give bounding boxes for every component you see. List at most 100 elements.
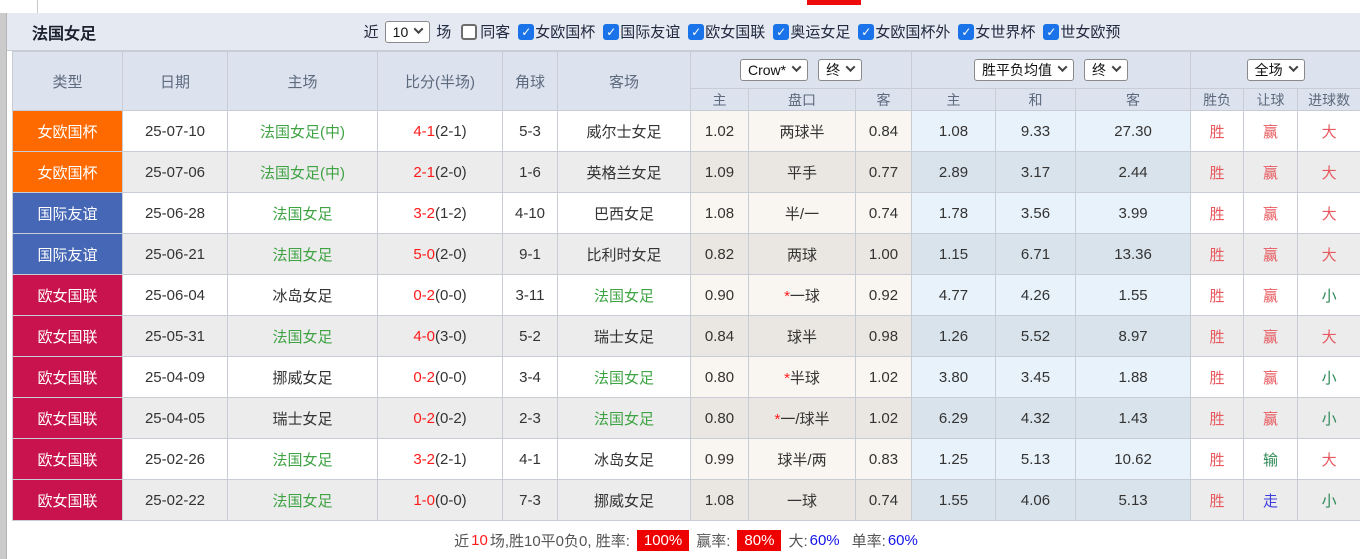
handicap-star: * bbox=[774, 410, 781, 428]
competition-filter[interactable]: ✓ 欧女国联 bbox=[680, 21, 765, 42]
avg-type-select[interactable]: 胜平负均值 bbox=[974, 59, 1075, 81]
halftime-score: (2-1) bbox=[435, 450, 467, 468]
chevron-down-icon bbox=[1288, 62, 1299, 73]
filter-controls: 近 10 场 同客 ✓ 女欧国杯 ✓ 国际友谊 ✓ 欧女国联 ✓ 奥运女足 ✓ 女欧国杯外 ✓ 女世界… bbox=[364, 20, 1120, 43]
handicap-odds-home: 0.90 bbox=[690, 274, 749, 316]
match-date: 25-07-10 bbox=[122, 110, 228, 152]
score-cell: 3-2(2-1) bbox=[377, 438, 503, 480]
recent-count-select[interactable]: 10 bbox=[384, 20, 431, 43]
handicap-odds-away: 1.02 bbox=[854, 356, 913, 398]
avg-stage-select[interactable]: 终 bbox=[1084, 59, 1129, 81]
home-team[interactable]: 法国女足(中) bbox=[227, 110, 378, 152]
competition-filter[interactable]: ✓ 国际友谊 bbox=[595, 21, 680, 42]
competition-filter[interactable]: ✓ 奥运女足 bbox=[765, 21, 850, 42]
home-team[interactable]: 法国女足 bbox=[227, 192, 378, 234]
handicap-line: 球半 bbox=[748, 315, 856, 357]
away-team[interactable]: 法国女足 bbox=[557, 274, 691, 316]
away-team[interactable]: 英格兰女足 bbox=[557, 151, 691, 193]
match-date: 25-06-21 bbox=[122, 233, 228, 275]
away-team[interactable]: 法国女足 bbox=[557, 397, 691, 439]
away-team[interactable]: 巴西女足 bbox=[557, 192, 691, 234]
handicap-text: 半球 bbox=[789, 369, 820, 387]
home-team[interactable]: 挪威女足 bbox=[227, 356, 378, 398]
score-cell: 4-1(2-1) bbox=[377, 110, 503, 152]
checkbox-icon[interactable]: ✓ bbox=[1043, 23, 1060, 40]
competition-filter-group: ✓ 女欧国杯 ✓ 国际友谊 ✓ 欧女国联 ✓ 奥运女足 ✓ 女欧国杯外 ✓ 女世界杯 ✓ 世女欧预 bbox=[510, 21, 1120, 42]
sub-header-result: 胜负 bbox=[1190, 88, 1245, 111]
odds-company-select[interactable]: Crow* bbox=[739, 59, 809, 81]
handicap-odds-home: 1.08 bbox=[690, 479, 749, 521]
avg-odds-draw: 3.45 bbox=[995, 356, 1077, 398]
match-type-badge: 国际友谊 bbox=[12, 192, 123, 234]
fulltime-score: 0-2 bbox=[413, 286, 435, 304]
away-team[interactable]: 冰岛女足 bbox=[557, 438, 691, 480]
away-team[interactable]: 挪威女足 bbox=[557, 479, 691, 521]
sub-header-odds-home: 主 bbox=[690, 88, 749, 111]
checkbox-icon[interactable]: ✓ bbox=[858, 23, 875, 40]
corners: 1-6 bbox=[502, 151, 558, 193]
handicap-line: 平手 bbox=[748, 151, 856, 193]
sub-header-handicap: 盘口 bbox=[748, 88, 856, 111]
match-type-badge: 欧女国联 bbox=[12, 356, 123, 398]
handicap-odds-home: 1.02 bbox=[690, 110, 749, 152]
home-team[interactable]: 法国女足 bbox=[227, 315, 378, 357]
competition-filter[interactable]: ✓ 女欧国杯外 bbox=[850, 21, 950, 42]
match-type-badge: 女欧国杯 bbox=[12, 151, 123, 193]
halftime-score: (0-2) bbox=[435, 409, 467, 427]
handicap-odds-home: 0.80 bbox=[690, 397, 749, 439]
avg-odds-home: 1.15 bbox=[911, 233, 997, 275]
odds-stage-select[interactable]: 终 bbox=[818, 59, 863, 81]
match-date: 25-02-22 bbox=[122, 479, 228, 521]
competition-filter[interactable]: ✓ 世女欧预 bbox=[1035, 21, 1120, 42]
checkbox-icon[interactable]: ✓ bbox=[518, 23, 535, 40]
match-type-badge: 国际友谊 bbox=[12, 233, 123, 275]
handicap-result-flag: 赢 bbox=[1243, 110, 1299, 152]
table-row: 国际友谊 25-06-21 法国女足 5-0(2-0) 9-1 比利时女足 0.… bbox=[12, 233, 1360, 275]
chevron-down-icon bbox=[1111, 62, 1122, 73]
handicap-text: 半/一 bbox=[784, 205, 820, 223]
col-header-home: 主场 bbox=[227, 51, 378, 111]
handicap-rate-badge: 80% bbox=[737, 529, 782, 551]
away-team[interactable]: 法国女足 bbox=[557, 356, 691, 398]
top-white-band bbox=[0, 0, 1360, 13]
home-team[interactable]: 冰岛女足 bbox=[227, 274, 378, 316]
score-cell: 4-0(3-0) bbox=[377, 315, 503, 357]
home-team[interactable]: 法国女足 bbox=[227, 438, 378, 480]
handicap-odds-away: 0.83 bbox=[854, 438, 913, 480]
away-team[interactable]: 比利时女足 bbox=[557, 233, 691, 275]
away-team[interactable]: 威尔士女足 bbox=[557, 110, 691, 152]
checkbox-icon[interactable]: ✓ bbox=[773, 23, 790, 40]
col-header-away: 客场 bbox=[557, 51, 691, 111]
away-team[interactable]: 瑞士女足 bbox=[557, 315, 691, 357]
home-team[interactable]: 法国女足 bbox=[227, 479, 378, 521]
checkbox-icon[interactable]: ✓ bbox=[603, 23, 620, 40]
chevron-down-icon bbox=[791, 62, 802, 73]
handicap-rate-label: 赢率: bbox=[696, 532, 731, 550]
avg-odds-draw: 4.06 bbox=[995, 479, 1077, 521]
home-team[interactable]: 法国女足(中) bbox=[227, 151, 378, 193]
corners: 4-10 bbox=[502, 192, 558, 234]
home-team[interactable]: 法国女足 bbox=[227, 233, 378, 275]
summary-bar: 近 10 场,胜10平0负0, 胜率: 100% 赢率: 80% 大: 60% 单率:… bbox=[12, 521, 1360, 559]
result-flag: 胜 bbox=[1190, 192, 1245, 234]
avg-odds-home: 1.26 bbox=[911, 315, 997, 357]
corners: 3-11 bbox=[502, 274, 558, 316]
checkbox-icon[interactable]: ✓ bbox=[958, 23, 975, 40]
summary-record: 场,胜10平0负0, 胜率: bbox=[489, 532, 630, 550]
checkbox-icon[interactable]: ✓ bbox=[688, 23, 705, 40]
result-flag: 胜 bbox=[1190, 315, 1245, 357]
avg-odds-home: 1.25 bbox=[911, 438, 997, 480]
scope-select[interactable]: 全场 bbox=[1246, 59, 1305, 81]
match-date: 25-06-04 bbox=[122, 274, 228, 316]
scope-header: 全场 bbox=[1190, 51, 1360, 89]
same-guest-checkbox[interactable] bbox=[461, 23, 478, 40]
competition-filter[interactable]: ✓ 女世界杯 bbox=[950, 21, 1035, 42]
active-tab-indicator bbox=[807, 0, 861, 5]
average-odds-header: 胜平负均值 终 bbox=[911, 51, 1192, 89]
competition-filter[interactable]: ✓ 女欧国杯 bbox=[510, 21, 595, 42]
home-team[interactable]: 瑞士女足 bbox=[227, 397, 378, 439]
handicap-odds-home: 0.84 bbox=[690, 315, 749, 357]
handicap-odds-away: 0.92 bbox=[854, 274, 913, 316]
match-date: 25-04-09 bbox=[122, 356, 228, 398]
